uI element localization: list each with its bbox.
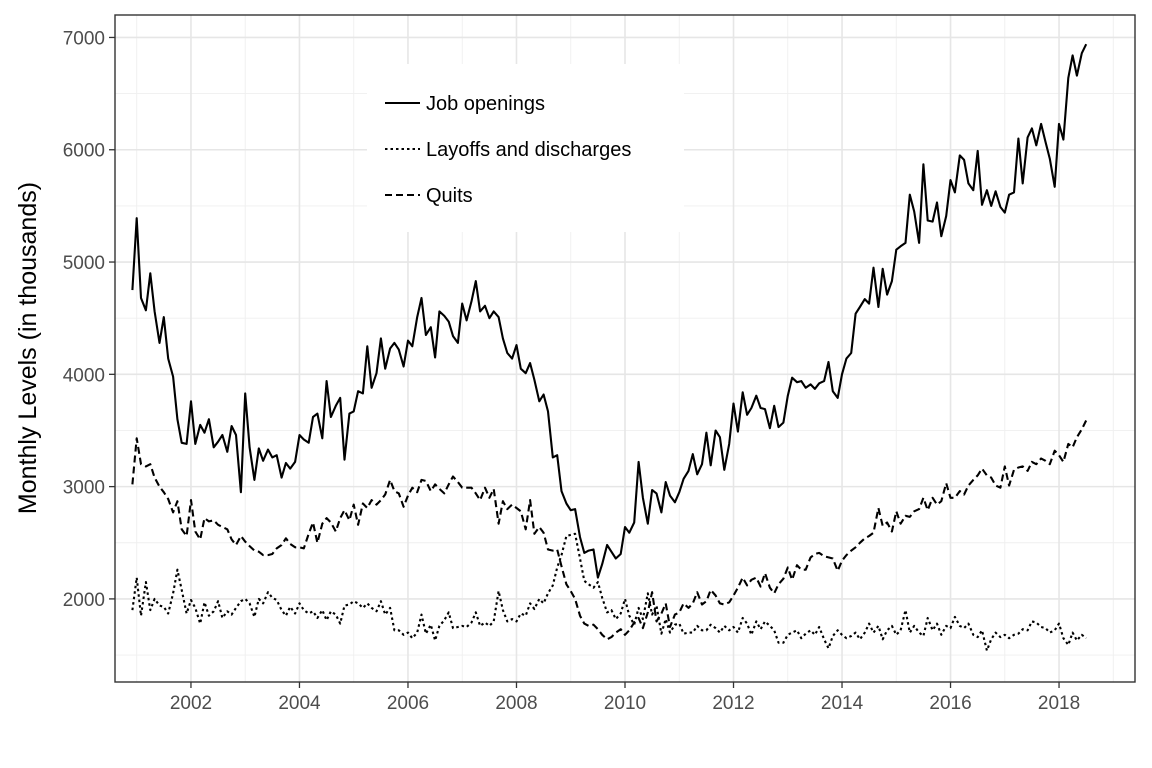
y-tick-label: 3000 [63, 478, 105, 499]
y-tick-label: 5000 [63, 253, 105, 274]
y-axis-title: Monthly Levels (in thousands) [14, 182, 42, 514]
y-tick-label: 6000 [63, 141, 105, 162]
y-axis: 2000 3000 4000 5000 6000 7000 [63, 28, 115, 611]
x-tick-label: 2010 [604, 693, 646, 714]
y-tick-label: 2000 [63, 590, 105, 611]
legend-label: Job openings [426, 93, 545, 115]
y-tick-label: 4000 [63, 365, 105, 386]
legend: Job openings Layoffs and discharges Quits [367, 64, 684, 232]
x-tick-label: 2008 [495, 693, 537, 714]
legend-label: Quits [426, 185, 473, 207]
x-tick-label: 2004 [278, 693, 321, 714]
major-gridlines [115, 15, 1135, 682]
x-tick-label: 2016 [929, 693, 971, 714]
x-tick-label: 2002 [170, 693, 212, 714]
x-tick-label: 2014 [821, 693, 864, 714]
series-line-3 [131, 419, 1088, 641]
series-line-1 [131, 43, 1088, 579]
series-lines [131, 43, 1088, 652]
y-tick-label: 7000 [63, 28, 105, 49]
x-tick-label: 2006 [387, 693, 429, 714]
legend-label: Layoffs and discharges [426, 139, 631, 161]
x-tick-label: 2018 [1038, 693, 1080, 714]
x-tick-label: 2012 [712, 693, 754, 714]
x-axis: 2002 2004 2006 2008 2010 2012 2014 2016 2018 [170, 682, 1080, 714]
